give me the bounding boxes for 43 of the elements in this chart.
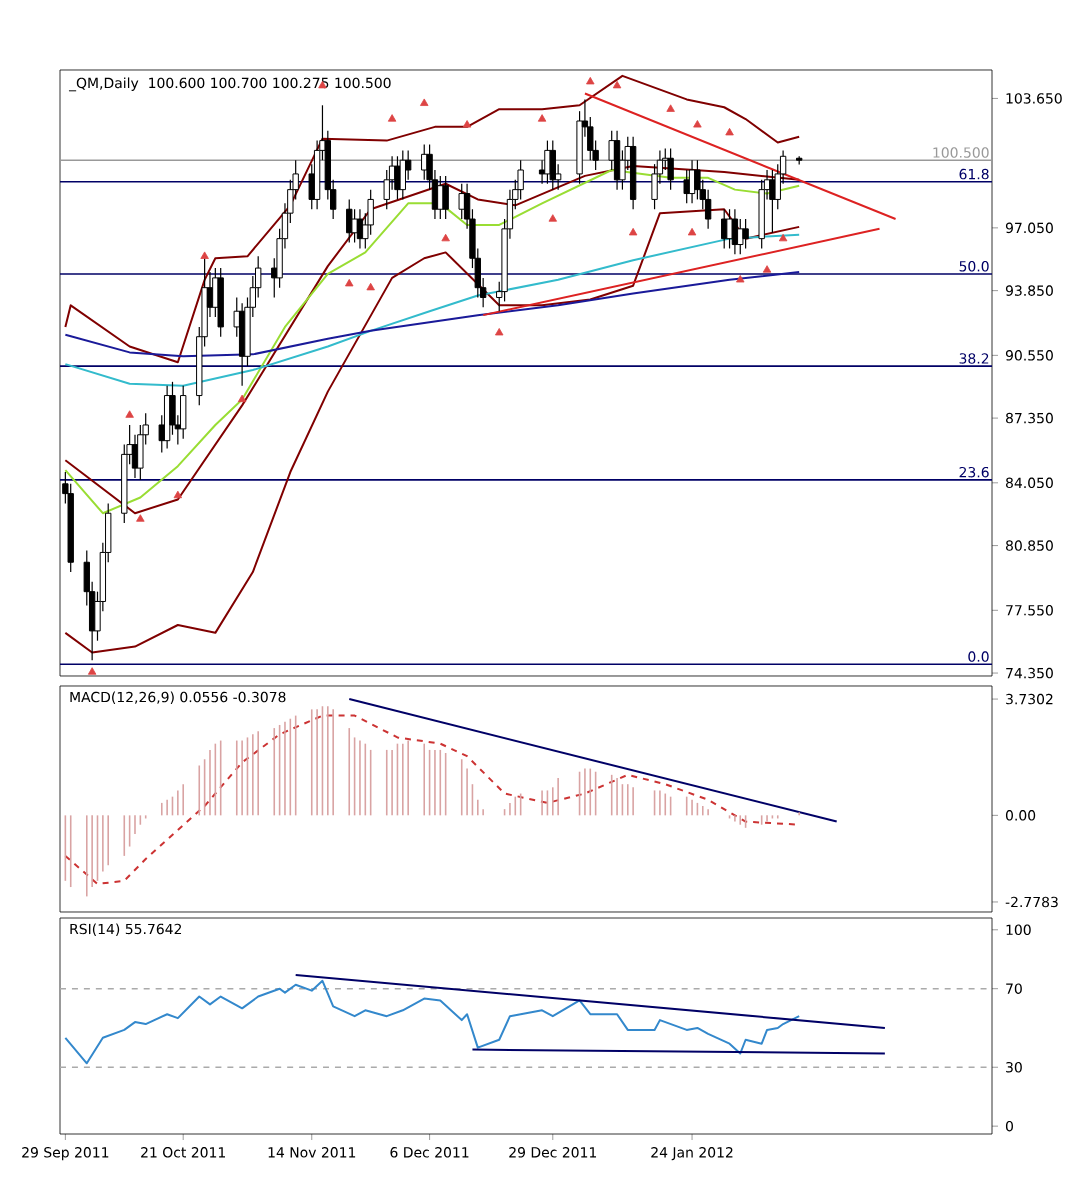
line-series <box>64 714 801 885</box>
point <box>725 127 734 136</box>
point <box>173 490 183 499</box>
candlestick <box>549 139 556 191</box>
point <box>548 214 557 222</box>
point <box>462 120 472 128</box>
point <box>200 251 209 259</box>
candlestick <box>742 218 749 250</box>
line-series <box>64 979 801 1065</box>
line-series <box>64 208 801 654</box>
candlestick <box>667 147 674 191</box>
candlestick <box>442 175 449 220</box>
line-series <box>64 270 801 358</box>
candlestick <box>683 169 690 204</box>
point <box>736 275 745 283</box>
point <box>345 278 354 287</box>
candlestick <box>399 149 406 201</box>
candlestick <box>737 218 744 255</box>
candlestick <box>517 159 524 201</box>
point <box>87 667 97 675</box>
point <box>420 98 429 106</box>
point <box>762 265 772 273</box>
point <box>366 282 375 291</box>
line-series <box>64 74 801 364</box>
point <box>537 114 547 122</box>
point <box>495 327 504 336</box>
point <box>778 233 788 242</box>
point <box>387 114 397 122</box>
point <box>693 120 702 128</box>
point <box>687 227 697 236</box>
point <box>237 394 247 403</box>
point <box>666 104 675 112</box>
candlestick <box>726 208 733 250</box>
candlestick <box>351 208 358 244</box>
point <box>612 80 622 89</box>
point <box>628 227 638 236</box>
point <box>586 76 595 85</box>
point <box>125 410 134 418</box>
candlestick <box>180 385 187 440</box>
point <box>441 233 450 242</box>
candlestick <box>458 183 465 220</box>
candlestick <box>694 159 701 201</box>
point <box>136 514 145 522</box>
